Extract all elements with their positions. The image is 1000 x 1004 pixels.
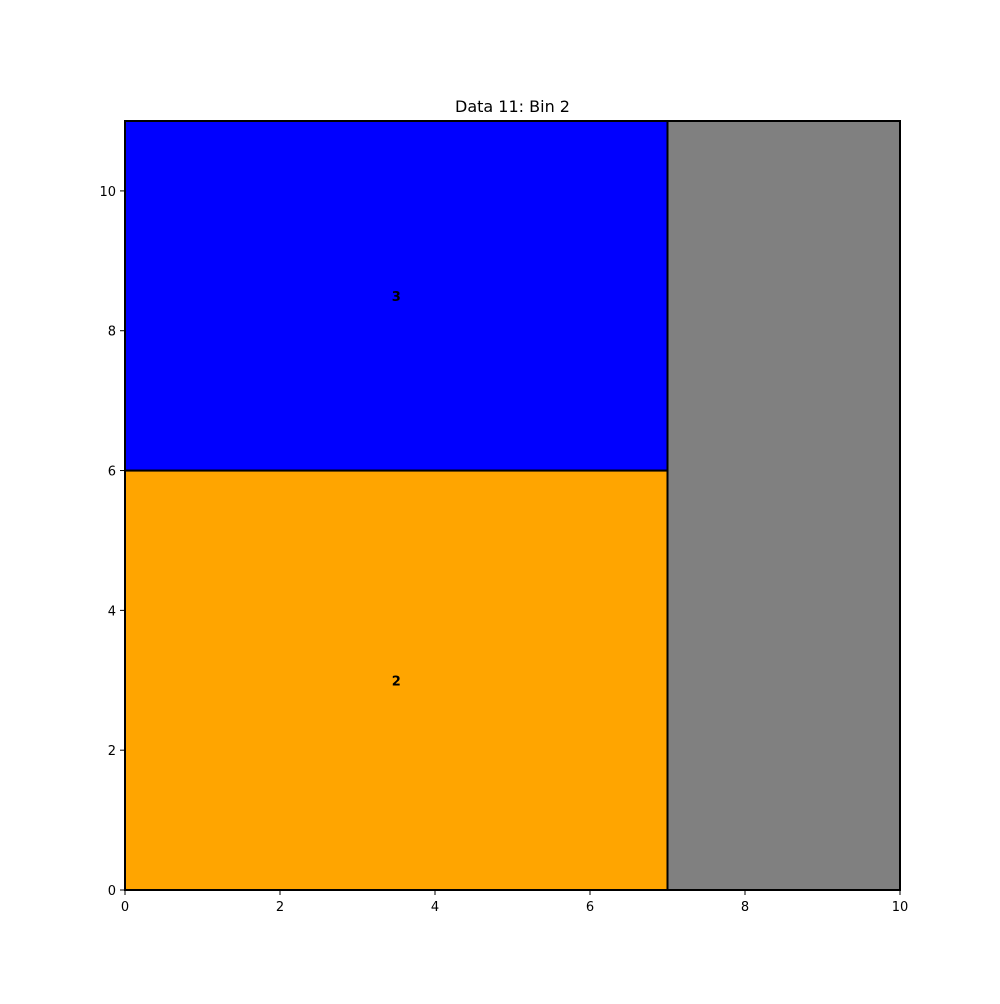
y-tick-label: 6 [108, 465, 116, 480]
x-tick-label: 10 [892, 900, 909, 915]
item-rect-2 [124, 469, 669, 891]
plot-area [124, 120, 901, 891]
y-tick-label: 0 [108, 884, 116, 899]
chart-title: Data 11: Bin 2 [455, 97, 570, 116]
x-axis: 0 2 4 6 8 10 [121, 890, 908, 915]
item-label-2: 2 [392, 674, 401, 689]
x-tick-label: 0 [121, 900, 129, 915]
item-label-3: 3 [392, 290, 401, 305]
y-tick-label: 10 [99, 185, 116, 200]
y-axis: 0 2 4 6 8 10 [99, 185, 125, 899]
y-tick-label: 4 [108, 604, 116, 619]
y-tick-label: 2 [108, 744, 116, 759]
axes-frame [124, 120, 901, 891]
x-tick-label: 6 [586, 900, 594, 915]
x-tick-label: 2 [276, 900, 284, 915]
item-labels: 23 [392, 290, 401, 689]
x-tick-label: 8 [741, 900, 749, 915]
y-tick-label: 8 [108, 325, 116, 340]
x-tick-label: 4 [431, 900, 439, 915]
